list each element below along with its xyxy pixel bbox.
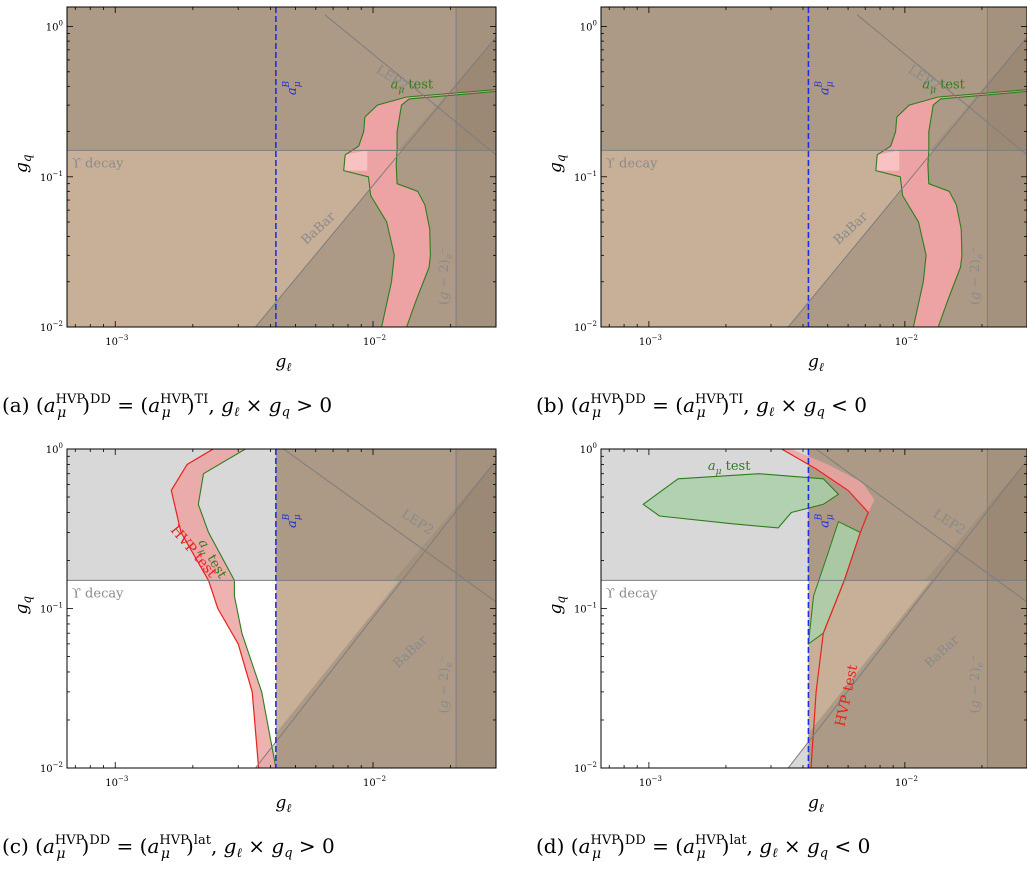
- label-a-mu-test: aμ test: [708, 459, 751, 477]
- a-mu-test-right-line: [395, 90, 496, 327]
- x-tick-label: 10−3: [105, 775, 128, 789]
- y-tick-label: 100: [46, 442, 63, 456]
- x-tick-label: 10−3: [639, 334, 662, 348]
- a-mu-test-right-line: [927, 90, 1027, 327]
- caption-a: (a) (aHVP μ)DD = (aHVP μ)TI, gℓ × gq > 0: [2, 392, 332, 421]
- label-upsilon-decay: ϒ decay: [72, 156, 124, 171]
- overlap-region: [929, 37, 1027, 151]
- plot-frame: [600, 6, 1027, 328]
- y-axis-label: gq: [12, 154, 34, 173]
- label-a-mu-b: aμB: [282, 513, 303, 528]
- lep2-line: [283, 449, 496, 603]
- label-a-mu-b: aμB: [814, 513, 835, 528]
- x-tick-label: 10−2: [895, 334, 918, 348]
- x-tick-label: 10−2: [363, 334, 386, 348]
- y-tick-label: 10−1: [574, 170, 597, 184]
- caption-c: (c) (aHVP μ)DD = (aHVP μ)lat, gℓ × gq > 0: [2, 833, 335, 862]
- a-mu-test-band: [343, 89, 496, 327]
- label-upsilon-decay: ϒ decay: [606, 586, 658, 601]
- label-upsilon-decay: ϒ decay: [606, 156, 658, 171]
- x-axis-label: gℓ: [276, 793, 292, 815]
- label-g2e: (g − 2)e−: [968, 247, 986, 305]
- babar-region: [255, 37, 496, 327]
- lep2-line: [324, 14, 496, 156]
- label-g2e: (g − 2)e−: [437, 655, 455, 713]
- a-mu-test-band: [875, 89, 1027, 327]
- caption-b: (b) (aHVP μ)DD = (aHVP μ)TI, gℓ × gq < 0: [536, 392, 867, 421]
- hvp-test-line: [781, 449, 869, 768]
- label-g2e: (g − 2)e−: [437, 247, 455, 305]
- y-tick-label: 100: [46, 20, 63, 34]
- overlap-region: [393, 460, 496, 581]
- a-mu-test-notch: [343, 150, 368, 171]
- y-tick-label: 100: [580, 20, 597, 34]
- hvp-amu-band: [171, 449, 276, 768]
- x-axis-label: gℓ: [808, 352, 824, 374]
- y-axis-label: gq: [546, 154, 568, 173]
- y-tick-label: 100: [580, 442, 597, 456]
- x-tick-label: 10−3: [105, 334, 128, 348]
- y-tick-label: 10−2: [574, 320, 597, 334]
- label-a-mu-b: aμB: [282, 80, 303, 95]
- hvp-upper-band: [781, 449, 875, 513]
- y-tick-label: 10−2: [40, 320, 63, 334]
- lep2-line: [856, 14, 1027, 156]
- overlap-region: [925, 460, 1027, 581]
- y-tick-label: 10−2: [574, 761, 597, 775]
- x-axis-label: gℓ: [808, 793, 824, 815]
- x-tick-label: 10−3: [639, 775, 662, 789]
- label-upsilon-decay: ϒ decay: [72, 586, 124, 601]
- caption-d: (d) (aHVP μ)DD = (aHVP μ)lat, gℓ × gq < 0: [536, 833, 870, 862]
- y-axis-label: gq: [546, 596, 568, 615]
- lep2-line: [815, 449, 1027, 603]
- x-axis-label: gℓ: [276, 352, 292, 374]
- g2e-region: [456, 7, 496, 327]
- y-tick-label: 10−1: [574, 602, 597, 616]
- g2e-region: [987, 7, 1027, 327]
- a-mu-test-island: [642, 473, 840, 529]
- label-g2e: (g − 2)e−: [968, 655, 986, 713]
- x-tick-label: 10−2: [895, 775, 918, 789]
- plot-frame: [66, 6, 497, 328]
- label-a-mu-b: aμB: [814, 80, 835, 95]
- label-a-mu-test: aμ test: [391, 77, 434, 95]
- y-axis-label: gq: [12, 596, 34, 615]
- label-a-mu-test: aμ test: [922, 77, 965, 95]
- y-tick-label: 10−2: [40, 761, 63, 775]
- y-tick-label: 10−1: [40, 602, 63, 616]
- a-mu-test-left-line: [343, 89, 496, 327]
- y-tick-label: 10−1: [40, 170, 63, 184]
- a-mu-test-left-line: [875, 89, 1027, 327]
- a-mu-test-notch: [875, 150, 900, 171]
- x-tick-label: 10−2: [363, 775, 386, 789]
